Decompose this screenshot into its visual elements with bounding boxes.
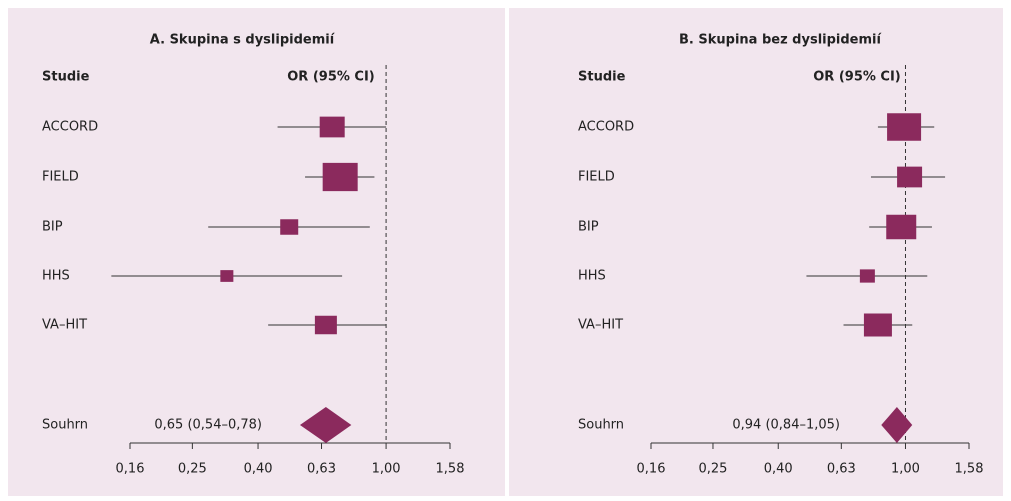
x-tick-label: 0,63 xyxy=(307,462,336,477)
estimate-box xyxy=(897,166,923,188)
summary-value-label: 0,94 (0,84–1,05) xyxy=(732,418,840,433)
estimate-box xyxy=(322,162,358,192)
summary-value-label: 0,65 (0,54–0,78) xyxy=(154,418,262,433)
x-tick-label: 0,16 xyxy=(116,462,145,477)
x-tick-label: 0,40 xyxy=(764,462,793,477)
estimate-box xyxy=(863,313,892,337)
study-label: BIP xyxy=(42,220,63,235)
estimate-box xyxy=(886,214,917,240)
summary-label: Souhrn xyxy=(42,418,88,433)
panel-title: B. Skupina bez dyslipidemií xyxy=(679,33,882,48)
study-label: HHS xyxy=(578,269,606,284)
summary-label: Souhrn xyxy=(578,418,624,433)
estimate-box xyxy=(859,269,875,283)
summary-diamond xyxy=(299,407,352,443)
estimate-box xyxy=(314,315,337,335)
x-tick-label: 1,58 xyxy=(436,462,465,477)
panel-background xyxy=(8,8,505,496)
column-header: OR (95% CI) xyxy=(287,70,375,85)
x-tick-label: 1,00 xyxy=(891,462,920,477)
panel-title: A. Skupina s dyslipidemií xyxy=(150,33,336,48)
panel-background xyxy=(509,8,1003,496)
x-tick-label: 0,16 xyxy=(637,462,666,477)
study-label: ACCORD xyxy=(578,120,634,135)
estimate-box xyxy=(280,219,299,235)
study-label: FIELD xyxy=(42,170,79,185)
study-label: BIP xyxy=(578,220,599,235)
study-label: FIELD xyxy=(578,170,615,185)
estimate-box xyxy=(220,270,234,282)
column-header: Studie xyxy=(42,70,90,85)
study-label: VA–HIT xyxy=(578,318,623,333)
estimate-box xyxy=(887,113,922,141)
estimate-box xyxy=(319,116,345,138)
x-tick-label: 0,63 xyxy=(827,462,856,477)
x-tick-label: 0,25 xyxy=(178,462,207,477)
x-tick-label: 1,00 xyxy=(372,462,401,477)
x-tick-label: 0,40 xyxy=(244,462,273,477)
study-label: ACCORD xyxy=(42,120,98,135)
x-tick-label: 1,58 xyxy=(955,462,984,477)
study-label: VA–HIT xyxy=(42,318,87,333)
study-label: HHS xyxy=(42,269,70,284)
x-tick-label: 0,25 xyxy=(698,462,727,477)
summary-diamond xyxy=(881,407,913,443)
column-header: Studie xyxy=(578,70,626,85)
column-header: OR (95% CI) xyxy=(813,70,901,85)
